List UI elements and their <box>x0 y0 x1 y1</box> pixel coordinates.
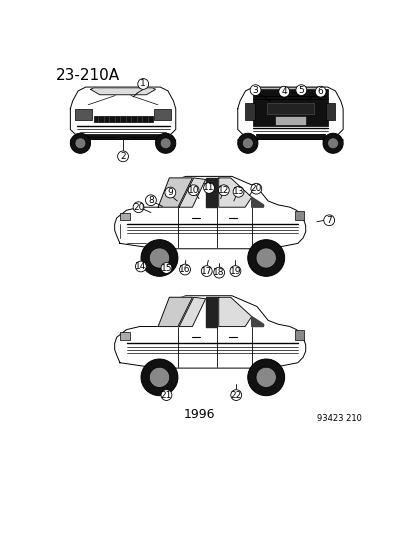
Text: 20: 20 <box>250 184 261 193</box>
Polygon shape <box>179 178 205 207</box>
Circle shape <box>75 138 85 149</box>
Circle shape <box>255 248 275 268</box>
Circle shape <box>218 185 229 196</box>
Polygon shape <box>205 178 217 207</box>
Circle shape <box>149 367 169 387</box>
Polygon shape <box>218 297 251 327</box>
Circle shape <box>188 185 199 196</box>
Bar <box>120 213 130 220</box>
Polygon shape <box>218 178 251 207</box>
Circle shape <box>133 202 144 213</box>
Text: 13: 13 <box>232 187 244 196</box>
Circle shape <box>160 138 171 149</box>
Polygon shape <box>179 297 205 327</box>
Circle shape <box>164 187 176 198</box>
Text: 6: 6 <box>317 87 323 96</box>
Circle shape <box>203 182 214 193</box>
Circle shape <box>323 215 334 225</box>
Circle shape <box>230 390 241 400</box>
Bar <box>325 103 335 120</box>
Circle shape <box>255 367 275 387</box>
Text: 12: 12 <box>218 185 229 195</box>
Text: 3: 3 <box>252 86 258 95</box>
Circle shape <box>295 85 306 95</box>
Polygon shape <box>158 297 192 327</box>
Bar <box>93 116 152 122</box>
Polygon shape <box>90 88 155 95</box>
Circle shape <box>141 359 178 395</box>
Text: 4: 4 <box>281 87 286 96</box>
Text: 10: 10 <box>188 185 199 195</box>
Polygon shape <box>251 197 263 207</box>
Bar <box>256 134 324 140</box>
Circle shape <box>247 359 284 395</box>
Circle shape <box>161 263 171 273</box>
Circle shape <box>135 261 146 272</box>
Circle shape <box>70 133 90 154</box>
Text: 16: 16 <box>179 265 190 274</box>
Circle shape <box>179 264 190 275</box>
Text: 15: 15 <box>160 263 172 272</box>
Circle shape <box>141 240 178 276</box>
Circle shape <box>250 183 261 194</box>
Circle shape <box>327 138 338 149</box>
Circle shape <box>233 187 243 197</box>
Text: 5: 5 <box>298 86 304 95</box>
Text: 22: 22 <box>230 391 241 400</box>
Circle shape <box>145 195 156 206</box>
Text: 23-210A: 23-210A <box>55 68 119 83</box>
Bar <box>120 332 130 340</box>
Polygon shape <box>205 297 217 327</box>
Polygon shape <box>251 317 263 327</box>
Circle shape <box>247 240 284 276</box>
Bar <box>294 330 304 340</box>
Text: 11: 11 <box>203 183 214 192</box>
Bar <box>294 211 304 220</box>
Text: 18: 18 <box>213 268 224 277</box>
Bar <box>274 116 305 125</box>
Circle shape <box>155 133 176 154</box>
Circle shape <box>237 133 257 154</box>
Circle shape <box>322 133 342 154</box>
Text: 8: 8 <box>148 196 154 205</box>
Bar <box>253 90 327 99</box>
Bar <box>245 103 254 120</box>
Text: 9: 9 <box>167 188 173 197</box>
Text: 21: 21 <box>160 391 172 400</box>
Polygon shape <box>114 296 305 368</box>
Circle shape <box>161 390 171 400</box>
Bar <box>75 109 92 120</box>
Text: 19: 19 <box>229 266 241 276</box>
Circle shape <box>213 267 224 278</box>
Circle shape <box>117 151 128 161</box>
Text: 17: 17 <box>201 266 212 276</box>
Bar <box>253 99 327 126</box>
Polygon shape <box>114 176 305 249</box>
Circle shape <box>138 78 148 90</box>
Text: 20: 20 <box>133 203 144 212</box>
Bar <box>154 109 171 120</box>
Text: 1: 1 <box>140 79 146 88</box>
Text: 1996: 1996 <box>183 408 214 421</box>
Text: 2: 2 <box>120 152 126 161</box>
Text: 14: 14 <box>135 262 146 271</box>
Bar <box>85 134 160 140</box>
Polygon shape <box>158 178 192 207</box>
Circle shape <box>314 86 325 97</box>
Circle shape <box>242 138 253 149</box>
Circle shape <box>249 85 260 95</box>
Polygon shape <box>70 87 176 140</box>
Circle shape <box>278 86 289 97</box>
Polygon shape <box>237 87 342 140</box>
Circle shape <box>201 265 212 277</box>
Text: 7: 7 <box>325 216 331 225</box>
Bar <box>266 103 313 114</box>
Bar <box>259 87 320 90</box>
Circle shape <box>230 265 240 277</box>
Text: 93423 210: 93423 210 <box>316 415 361 423</box>
Circle shape <box>149 248 169 268</box>
